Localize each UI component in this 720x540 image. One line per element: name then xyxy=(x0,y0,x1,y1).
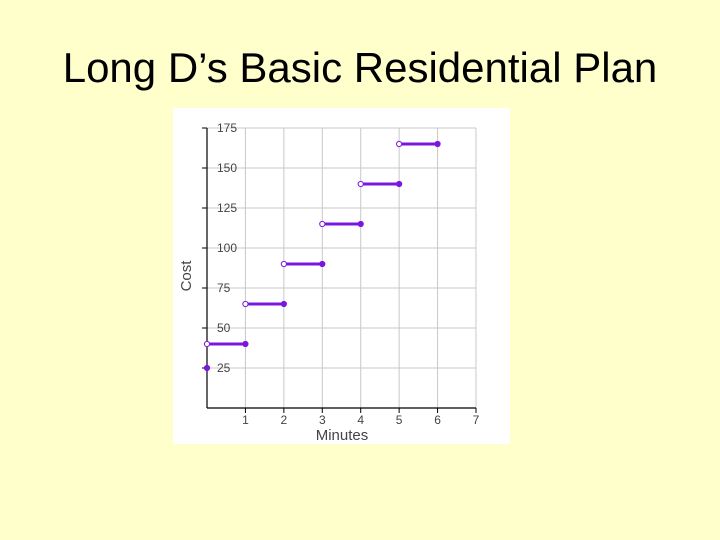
x-tick-label-7: 7 xyxy=(473,413,480,427)
chart-panel: 1 2 3 4 5 6 7 25 50 75 100 125 150 175 Minutes Cost xyxy=(173,108,510,444)
y-tick-label-175: 175 xyxy=(217,121,237,135)
x-tick-label-4: 4 xyxy=(357,413,364,427)
x-tick-label-2: 2 xyxy=(281,413,288,427)
isolated-point-1 xyxy=(203,364,211,372)
step-end-point-5 xyxy=(396,180,403,188)
step-end-point-1 xyxy=(242,340,249,348)
x-axis-label: Minutes xyxy=(316,427,369,444)
y-tick-label-75: 75 xyxy=(217,281,231,295)
step-start-point-1 xyxy=(203,340,211,348)
y-axis-label: Cost xyxy=(178,260,195,292)
x-tick-label-5: 5 xyxy=(396,413,403,427)
x-tick-label-3: 3 xyxy=(319,413,326,427)
y-tick-label-125: 125 xyxy=(217,201,237,215)
step-end-point-2 xyxy=(280,300,287,308)
tick-labels: 1 2 3 4 5 6 7 25 50 75 100 125 150 175 xyxy=(217,121,480,427)
step-start-point-4 xyxy=(319,220,326,228)
step-end-point-3 xyxy=(319,260,326,268)
x-tick-label-6: 6 xyxy=(434,413,441,427)
grid-lines xyxy=(207,127,477,408)
step-end-point-6 xyxy=(434,140,441,148)
y-tick-label-50: 50 xyxy=(217,321,231,335)
step-function-chart: 1 2 3 4 5 6 7 25 50 75 100 125 150 175 Minutes Cost xyxy=(178,121,480,444)
y-tick-label-150: 150 xyxy=(217,161,237,175)
step-start-point-6 xyxy=(396,140,403,148)
step-start-point-5 xyxy=(357,180,364,188)
step-start-point-2 xyxy=(242,300,249,308)
step-end-point-4 xyxy=(357,220,364,228)
slide-title: Long D’s Basic Residential Plan xyxy=(62,44,658,91)
axes xyxy=(202,127,477,413)
y-tick-label-100: 100 xyxy=(217,241,237,255)
x-tick-label-1: 1 xyxy=(242,413,249,427)
y-tick-label-25: 25 xyxy=(217,361,231,375)
step-start-point-3 xyxy=(280,260,287,268)
data-marks xyxy=(203,140,441,372)
